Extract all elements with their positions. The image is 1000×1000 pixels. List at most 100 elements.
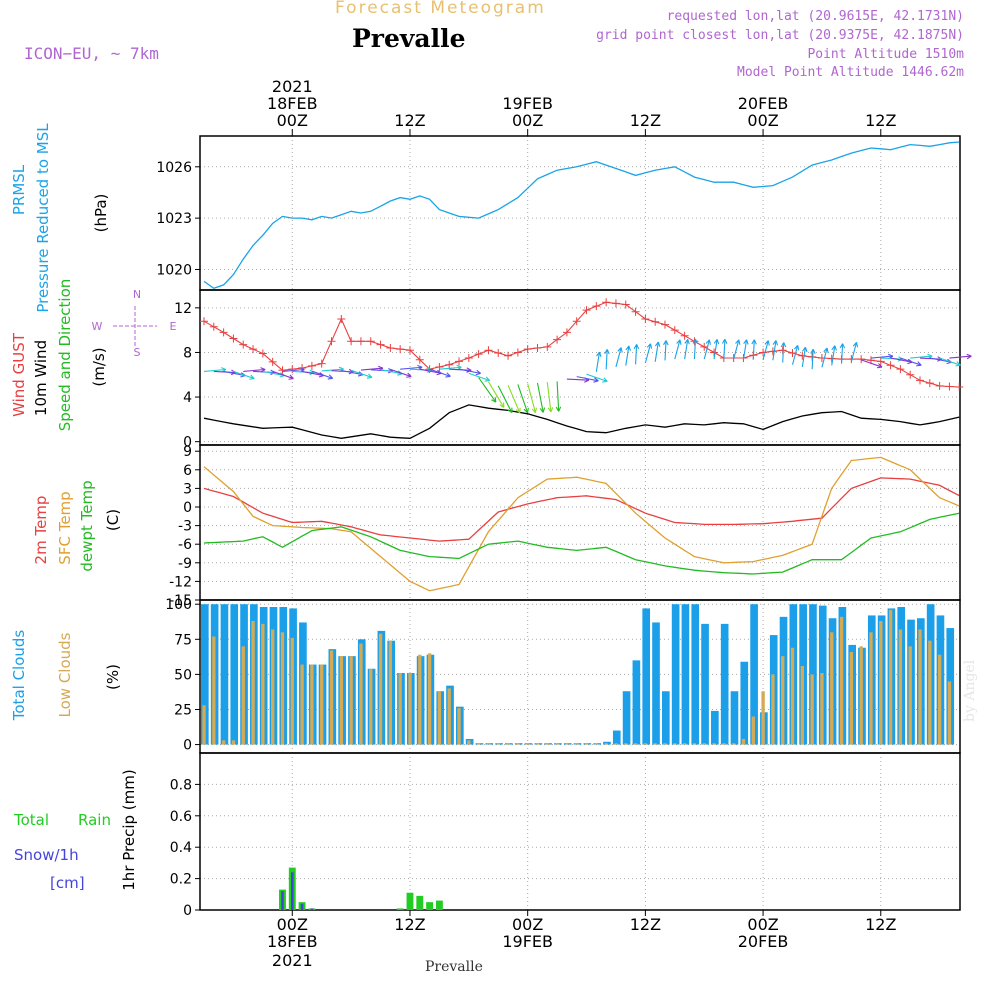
wind-arrowhead-30: [507, 407, 513, 414]
wind-arrow-52: [713, 339, 718, 360]
wind-arrow-57: [762, 340, 769, 361]
wind-arrowhead-56: [751, 339, 757, 345]
gust-marker-40: [592, 302, 601, 311]
low-cloud-bar-20: [398, 672, 402, 745]
wind-arrowhead-57: [764, 340, 770, 346]
pressure-label-unit: (hPa): [92, 194, 110, 233]
gust-marker-75: [935, 381, 944, 390]
wind-arrowhead-51: [705, 339, 711, 345]
low-cloud-bar-32: [516, 743, 520, 745]
total-cloud-bar-51: [701, 623, 709, 745]
bottom-tick-hour-3: 12Z: [630, 915, 661, 934]
wind-label-10m: 10m Wind: [32, 340, 50, 416]
gust-marker-20: [396, 345, 405, 354]
gust-marker-64: [827, 354, 836, 363]
gust-marker-17: [366, 337, 375, 346]
top-tick-date-0: 18FEB: [267, 94, 318, 113]
low-cloud-bar-58: [771, 674, 775, 745]
gust-marker-39: [582, 306, 591, 315]
wind-arrow-68: [870, 355, 893, 359]
wind-arrowhead-55: [743, 339, 749, 345]
wind-arrowhead-62: [810, 348, 816, 354]
wind-arrow-50: [693, 339, 697, 360]
total-cloud-bar-2: [220, 604, 229, 745]
gust-marker-1: [209, 322, 218, 331]
compass-south: S: [134, 346, 141, 359]
wind-arrow-55: [742, 339, 748, 360]
compass-west: W: [92, 320, 103, 333]
ytick-label-pressure-2: 1026: [156, 160, 192, 176]
wind-arrowhead-66: [852, 342, 859, 348]
low-cloud-bar-29: [486, 743, 491, 745]
ytick-label-temp-8: 9: [183, 444, 192, 460]
gust-marker-36: [553, 335, 562, 344]
low-cloud-bar-62: [810, 674, 814, 745]
top-tick-hour-3: 12Z: [630, 111, 661, 130]
gust-marker-25: [445, 360, 454, 369]
low-cloud-bar-22: [418, 654, 422, 745]
low-cloud-bar-43: [624, 743, 628, 745]
low-cloud-bar-73: [918, 629, 922, 745]
low-cloud-bar-0: [202, 705, 206, 745]
total-cloud-bar-56: [750, 604, 758, 745]
bottom-tick-date-2: 19FEB: [502, 932, 553, 951]
wind-arrowhead-60: [793, 345, 800, 351]
wind-arrowhead-19: [406, 372, 412, 378]
wind-arrow-27: [468, 372, 490, 382]
bottom-tick-year-0: 2021: [272, 951, 313, 970]
temp-label-dewpt: dewpt Temp: [78, 480, 96, 571]
wind-arrow-11: [311, 370, 333, 379]
gust-marker-3: [229, 334, 238, 343]
low-cloud-bar-59: [781, 656, 785, 745]
ytick-label-wind-1: 4: [183, 390, 192, 406]
wind-arrow-31: [507, 384, 521, 413]
top-tick-hour-0: 00Z: [277, 111, 308, 130]
wind-arrow-23: [429, 368, 451, 377]
top-tick-date-2: 19FEB: [502, 94, 553, 113]
wind-arrow-6: [262, 370, 285, 377]
wind-arrowhead-23: [445, 372, 451, 378]
wind-arrow-22: [419, 368, 442, 374]
low-cloud-bar-44: [633, 743, 638, 745]
low-cloud-bar-12: [320, 664, 324, 745]
wind-arrowhead-39: [602, 377, 608, 383]
wind-arrowhead-27: [484, 376, 491, 382]
total-cloud-bar-44: [632, 660, 641, 745]
ytick-label-wind-3: 12: [174, 301, 192, 317]
wind-arrow-0: [203, 368, 226, 372]
gust-marker-74: [925, 379, 934, 388]
gust-marker-38: [572, 317, 581, 326]
wind-arrow-18: [380, 369, 403, 375]
compass-east: E: [170, 320, 177, 333]
gust-marker-37: [562, 328, 571, 337]
low-cloud-bar-40: [594, 743, 599, 745]
rain-bar-5: [406, 892, 414, 910]
gust-marker-11: [307, 361, 316, 370]
wind-arrowhead-64: [831, 345, 837, 351]
wind-arrowhead-71: [916, 361, 922, 367]
wind-arrow-28: [478, 377, 497, 403]
low-cloud-bar-33: [526, 743, 530, 745]
ytick-label-temp-0: -15: [169, 593, 192, 609]
model-altitude: Model Point Altitude 1446.62m: [737, 65, 964, 80]
wind-arrow-48: [674, 339, 681, 360]
wind-arrowhead-41: [604, 349, 610, 355]
wind-label-gust: Wind GUST: [10, 332, 28, 417]
total-cloud-bar-52: [711, 710, 719, 745]
wind-arrow-40: [595, 351, 601, 372]
low-cloud-bar-45: [643, 743, 648, 745]
wind-arrowhead-31: [515, 407, 521, 414]
wind-arrow-56: [752, 339, 755, 360]
clouds-label-total: Total Clouds: [10, 630, 28, 722]
wind-arrow-29: [487, 381, 505, 408]
bottom-tick-hour-4: 00Z: [747, 915, 778, 934]
gust-marker-7: [268, 357, 277, 366]
gust-marker-41: [602, 298, 611, 307]
total-cloud-bar-0: [201, 604, 209, 745]
gust-marker-33: [523, 345, 532, 354]
wind-arrowhead-52: [713, 339, 720, 345]
top-tick-hour-1: 12Z: [394, 111, 425, 130]
wind-arrow-37: [566, 378, 589, 381]
low-cloud-bar-1: [212, 636, 216, 745]
gust-marker-21: [405, 346, 414, 355]
